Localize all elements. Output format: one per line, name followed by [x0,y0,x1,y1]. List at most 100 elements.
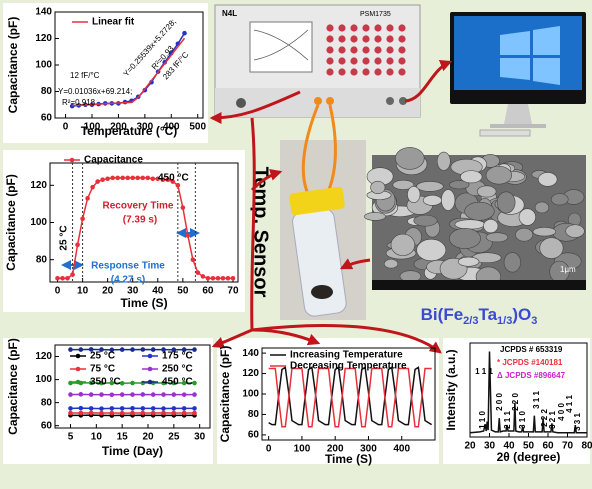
button [386,46,393,53]
data-point [85,196,90,201]
button [362,35,369,42]
data-point [130,347,135,352]
button [398,57,405,64]
annotation: 4 1 1 [565,395,574,413]
data-point [211,276,216,281]
button [398,24,405,31]
data-point [182,31,187,36]
grain [395,147,424,169]
annotation: Δ JCPDS #896647 [497,371,566,380]
legend-marker [76,354,81,359]
legend-label: 25 °C [90,351,115,362]
x-axis-label: 2θ (degree) [497,450,561,464]
grain [417,239,446,261]
x-tick-label: 20 [142,432,154,443]
legend-marker [70,158,75,163]
legend-label: Decreasing Temperature [290,361,407,372]
annotation: 450 °C [158,173,189,184]
data-point [206,276,211,281]
y-tick-label: 140 [35,7,52,18]
legend-label: Increasing Temperature [290,350,403,361]
annotation: Recovery Time [103,201,174,212]
data-point [150,177,155,182]
data-point [99,411,104,416]
grain [535,202,549,213]
legend-label: 250 °C [162,364,193,375]
data-point [191,257,196,262]
data-point [151,406,156,411]
data-point [141,392,146,397]
grain [566,225,585,238]
data-point [125,176,130,181]
annotation: 25 °C [59,225,70,250]
y-axis-label: Capacitance (pF) [4,174,18,271]
grain [483,219,497,232]
data-point [196,270,201,275]
button [386,35,393,42]
button [338,46,345,53]
x-tick-label: 15 [117,432,129,443]
y-axis-label: Capacitance (pF) [6,17,20,114]
y-tick-label: 80 [41,86,53,97]
data-point [201,274,206,279]
data-point [141,406,146,411]
model: PSM1735 [360,11,391,18]
y-tick-label: 120 [35,351,52,362]
button [398,68,405,75]
data-point [99,406,104,411]
data-point [130,381,135,386]
button [374,68,381,75]
data-point [192,381,197,386]
data-point [99,392,104,397]
data-point [130,411,135,416]
grain [540,238,563,259]
data-point [100,177,105,182]
y-tick-label: 120 [242,368,259,379]
data-point [89,406,94,411]
y-axis-label: Capacitance (pF) [218,346,232,443]
data-point [79,392,84,397]
grain [486,233,508,242]
grain [515,228,532,241]
data-point [176,183,181,188]
y-tick-label: 120 [30,180,47,191]
button [326,24,333,31]
data-point [161,406,166,411]
data-point [140,176,145,181]
grain [533,227,556,236]
data-point [172,406,177,411]
data-point [79,347,84,352]
button [398,35,405,42]
data-point [231,276,236,281]
y-axis-label: Capacitance (pF) [6,338,20,435]
data-point [181,205,186,210]
data-point [120,347,125,352]
data-point [55,276,60,281]
data-point [60,276,65,281]
grain [455,220,485,229]
legend-marker [148,380,153,385]
legend-label: Capacitance [84,155,143,166]
button [386,57,393,64]
grain [391,234,415,256]
button [362,24,369,31]
button [374,24,381,31]
y-tick-label: 140 [242,348,259,359]
formula-part: 2/3 [463,315,478,327]
grain [384,259,398,268]
data-point [120,176,125,181]
button [374,46,381,53]
legend-marker [76,380,81,385]
x-tick-label: 10 [77,286,89,297]
x-tick-label: 30 [484,441,496,452]
grain [497,192,515,213]
annotation: 2 0 0 [495,393,504,411]
data-point [130,392,135,397]
annotation: * JCPDS #140181 [497,358,563,367]
legend-label: 175 °C [162,351,193,362]
grain [465,202,495,220]
grain [504,253,521,273]
data-point [68,406,73,411]
x-tick-label: 400 [393,444,410,455]
x-axis-label: Time (S) [120,296,167,310]
